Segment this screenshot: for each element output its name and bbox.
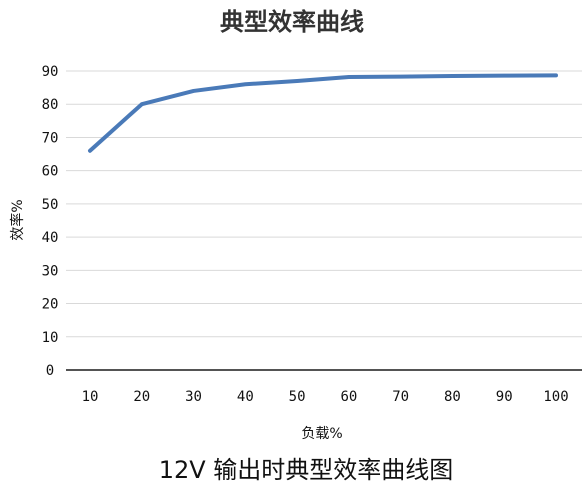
x-tick-label: 10 [82, 389, 99, 405]
x-tick-label: 30 [185, 389, 202, 405]
y-axis-label: 效率% [9, 199, 26, 240]
x-tick-labels: 10 20 30 40 50 60 70 80 90 100 [82, 389, 569, 405]
y-tick-label: 20 [42, 297, 59, 313]
x-tick-label: 50 [289, 389, 306, 405]
x-tick-label: 100 [543, 389, 568, 405]
series-group [88, 73, 558, 153]
x-tick-label: 20 [133, 389, 150, 405]
chart-title: 典型效率曲线 [220, 8, 364, 36]
x-tick-label: 70 [392, 389, 409, 405]
y-tick-label: 70 [42, 130, 59, 146]
x-axis-label: 负载% [301, 426, 342, 442]
y-tick-label: 10 [42, 330, 59, 346]
x-tick-label: 40 [237, 389, 254, 405]
y-tick-label: 0 [46, 363, 54, 379]
y-tick-label: 90 [42, 64, 59, 80]
x-tick-label: 60 [340, 389, 357, 405]
y-tick-label: 60 [42, 164, 59, 180]
y-tick-label: 80 [42, 97, 59, 113]
y-tick-labels: 0 10 20 30 40 50 60 70 80 90 [42, 64, 59, 379]
y-tick-label: 30 [42, 263, 59, 279]
y-tick-label: 50 [42, 197, 59, 213]
figure-caption: 12V 输出时典型效率曲线图 [159, 456, 454, 484]
series-line [88, 73, 558, 153]
grid [66, 70, 582, 338]
x-tick-label: 90 [496, 389, 513, 405]
x-tick-label: 80 [444, 389, 461, 405]
y-tick-label: 40 [42, 230, 59, 246]
